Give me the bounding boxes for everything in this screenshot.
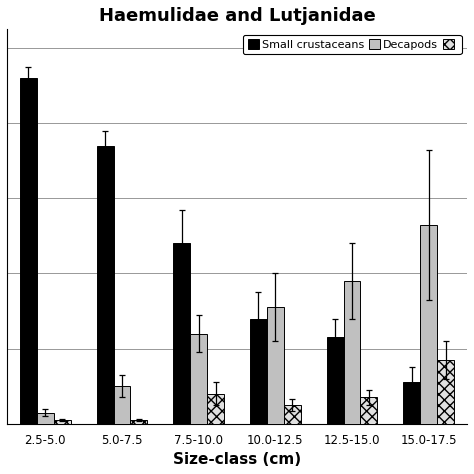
Bar — [344, 281, 360, 424]
Bar — [37, 412, 54, 424]
Bar — [403, 383, 420, 424]
Bar — [114, 386, 130, 424]
Bar — [437, 360, 454, 424]
Bar — [250, 319, 267, 424]
Bar — [267, 307, 284, 424]
Bar — [360, 398, 377, 424]
Bar — [327, 337, 344, 424]
Bar — [130, 420, 147, 424]
Bar — [97, 146, 114, 424]
Bar — [54, 420, 71, 424]
Bar — [207, 394, 224, 424]
Title: Haemulidae and Lutjanidae: Haemulidae and Lutjanidae — [99, 7, 375, 25]
Bar — [284, 405, 301, 424]
Bar — [190, 334, 207, 424]
Legend: Small crustaceans, Decapods, : Small crustaceans, Decapods, — [243, 35, 462, 54]
X-axis label: Size-class (cm): Size-class (cm) — [173, 452, 301, 467]
Bar — [420, 225, 437, 424]
Bar — [173, 244, 190, 424]
Bar — [20, 78, 37, 424]
